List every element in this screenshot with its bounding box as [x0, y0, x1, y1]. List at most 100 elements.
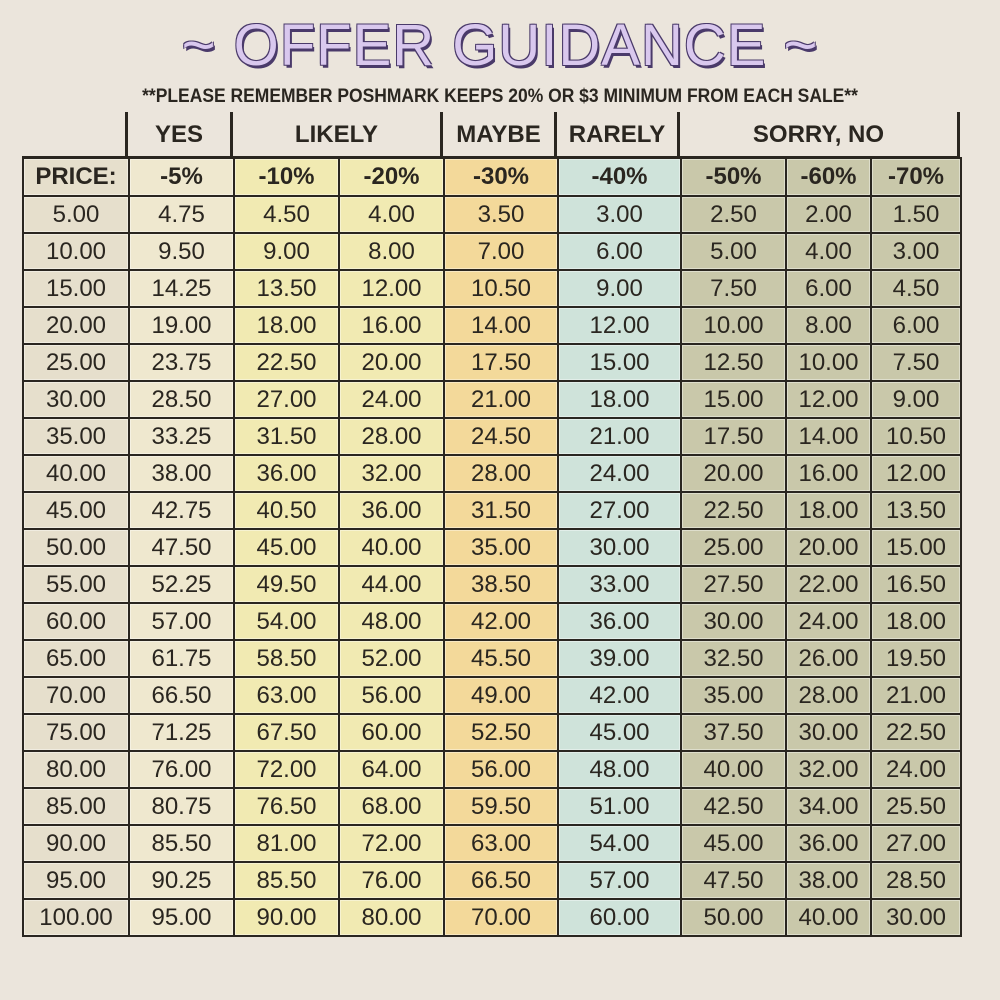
- offer-cell: 23.75: [128, 343, 235, 382]
- fee-note: **PLEASE REMEMBER POSHMARK KEEPS 20% OR …: [142, 86, 858, 107]
- offer-cell: 76.00: [338, 861, 445, 900]
- offer-cell: 80.00: [338, 898, 445, 937]
- offer-cell: 42.00: [443, 602, 559, 641]
- offer-cell: 12.00: [557, 306, 682, 345]
- offer-cell: 80.75: [128, 787, 235, 826]
- table-row: 20.00 19.00 18.00 16.00 14.00 12.00 10.00 8.00 6…: [22, 306, 962, 345]
- offer-cell: 30.00: [870, 898, 962, 937]
- offer-cell: 18.00: [557, 380, 682, 419]
- offer-cell: 32.50: [680, 639, 787, 678]
- offer-cell: 16.50: [870, 565, 962, 604]
- offer-cell: 19.00: [128, 306, 235, 345]
- offer-cell: 45.50: [443, 639, 559, 678]
- offer-cell: 8.00: [785, 306, 872, 345]
- offer-cell: 28.00: [443, 454, 559, 493]
- table-row: 95.00 90.25 85.50 76.00 66.50 57.00 47.50 38.00…: [22, 861, 962, 900]
- offer-cell: 38.00: [128, 454, 235, 493]
- offer-cell: 27.00: [557, 491, 682, 530]
- offer-cell: 28.50: [128, 380, 235, 419]
- price-cell: 5.00: [22, 195, 130, 234]
- offer-cell: 22.50: [233, 343, 340, 382]
- header-row: PRICE: -5% -10% -20% -30% -40% -50% -60% -70%: [22, 157, 962, 197]
- offer-cell: 33.25: [128, 417, 235, 456]
- table-row: 70.00 66.50 63.00 56.00 49.00 42.00 35.00 28.00…: [22, 676, 962, 715]
- column-header: -5%: [128, 157, 235, 197]
- price-cell: 45.00: [22, 491, 130, 530]
- table-row: 5.00 4.75 4.50 4.00 3.50 3.00 2.50 2.00 1.50: [22, 195, 962, 234]
- table-row: 10.00 9.50 9.00 8.00 7.00 6.00 5.00 4.00 3.00: [22, 232, 962, 271]
- price-cell: 80.00: [22, 750, 130, 789]
- group-sorry-no: SORRY, NO: [680, 112, 960, 156]
- offer-cell: 27.00: [233, 380, 340, 419]
- offer-cell: 40.00: [785, 898, 872, 937]
- column-header: -30%: [443, 157, 559, 197]
- offer-cell: 49.00: [443, 676, 559, 715]
- offer-cell: 5.00: [680, 232, 787, 271]
- offer-cell: 72.00: [338, 824, 445, 863]
- offer-cell: 12.00: [338, 269, 445, 308]
- offer-cell: 61.75: [128, 639, 235, 678]
- offer-cell: 31.50: [443, 491, 559, 530]
- offer-cell: 31.50: [233, 417, 340, 456]
- offer-cell: 52.00: [338, 639, 445, 678]
- offer-cell: 21.00: [557, 417, 682, 456]
- offer-cell: 24.00: [338, 380, 445, 419]
- offer-cell: 54.00: [557, 824, 682, 863]
- offer-cell: 67.50: [233, 713, 340, 752]
- offer-cell: 7.00: [443, 232, 559, 271]
- offer-cell: 32.00: [785, 750, 872, 789]
- column-header: -60%: [785, 157, 872, 197]
- offer-cell: 22.50: [870, 713, 962, 752]
- offer-cell: 42.75: [128, 491, 235, 530]
- offer-cell: 9.00: [557, 269, 682, 308]
- offer-cell: 51.00: [557, 787, 682, 826]
- group-likely: LIKELY: [233, 112, 443, 156]
- price-cell: 35.00: [22, 417, 130, 456]
- offer-cell: 2.50: [680, 195, 787, 234]
- offer-cell: 2.00: [785, 195, 872, 234]
- offer-cell: 14.00: [785, 417, 872, 456]
- offer-cell: 36.00: [557, 602, 682, 641]
- page-title: ~ OFFER GUIDANCE ~: [181, 13, 819, 78]
- offer-cell: 38.50: [443, 565, 559, 604]
- offer-cell: 1.50: [870, 195, 962, 234]
- price-cell: 95.00: [22, 861, 130, 900]
- offer-cell: 48.00: [338, 602, 445, 641]
- offer-cell: 30.00: [785, 713, 872, 752]
- price-cell: 25.00: [22, 343, 130, 382]
- offer-cell: 25.00: [680, 528, 787, 567]
- offer-cell: 4.75: [128, 195, 235, 234]
- offer-cell: 10.00: [680, 306, 787, 345]
- price-cell: 50.00: [22, 528, 130, 567]
- price-cell: 40.00: [22, 454, 130, 493]
- offer-cell: 63.00: [233, 676, 340, 715]
- offer-cell: 64.00: [338, 750, 445, 789]
- offer-cell: 47.50: [680, 861, 787, 900]
- table-row: 60.00 57.00 54.00 48.00 42.00 36.00 30.00 24.00…: [22, 602, 962, 641]
- table-row: 45.00 42.75 40.50 36.00 31.50 27.00 22.50 18.00…: [22, 491, 962, 530]
- offer-cell: 33.00: [557, 565, 682, 604]
- offer-cell: 7.50: [870, 343, 962, 382]
- offer-cell: 24.50: [443, 417, 559, 456]
- offer-cell: 16.00: [338, 306, 445, 345]
- column-header: -50%: [680, 157, 787, 197]
- offer-cell: 50.00: [680, 898, 787, 937]
- table-row: 80.00 76.00 72.00 64.00 56.00 48.00 40.00 32.00…: [22, 750, 962, 789]
- offer-cell: 16.00: [785, 454, 872, 493]
- offer-cell: 30.00: [557, 528, 682, 567]
- offer-cell: 45.00: [680, 824, 787, 863]
- offer-cell: 90.25: [128, 861, 235, 900]
- offer-cell: 26.00: [785, 639, 872, 678]
- table-row: 75.00 71.25 67.50 60.00 52.50 45.00 37.50 30.00…: [22, 713, 962, 752]
- offer-cell: 20.00: [338, 343, 445, 382]
- offer-cell: 40.50: [233, 491, 340, 530]
- offer-cell: 21.00: [870, 676, 962, 715]
- table-row: 40.00 38.00 36.00 32.00 28.00 24.00 20.00 16.00…: [22, 454, 962, 493]
- offer-cell: 21.00: [443, 380, 559, 419]
- offer-cell: 37.50: [680, 713, 787, 752]
- offer-table: PRICE: -5% -10% -20% -30% -40% -50% -60% -70% 5.0…: [22, 157, 962, 937]
- table-row: 90.00 85.50 81.00 72.00 63.00 54.00 45.00 36.00…: [22, 824, 962, 863]
- column-header: -20%: [338, 157, 445, 197]
- offer-cell: 22.00: [785, 565, 872, 604]
- offer-cell: 9.00: [233, 232, 340, 271]
